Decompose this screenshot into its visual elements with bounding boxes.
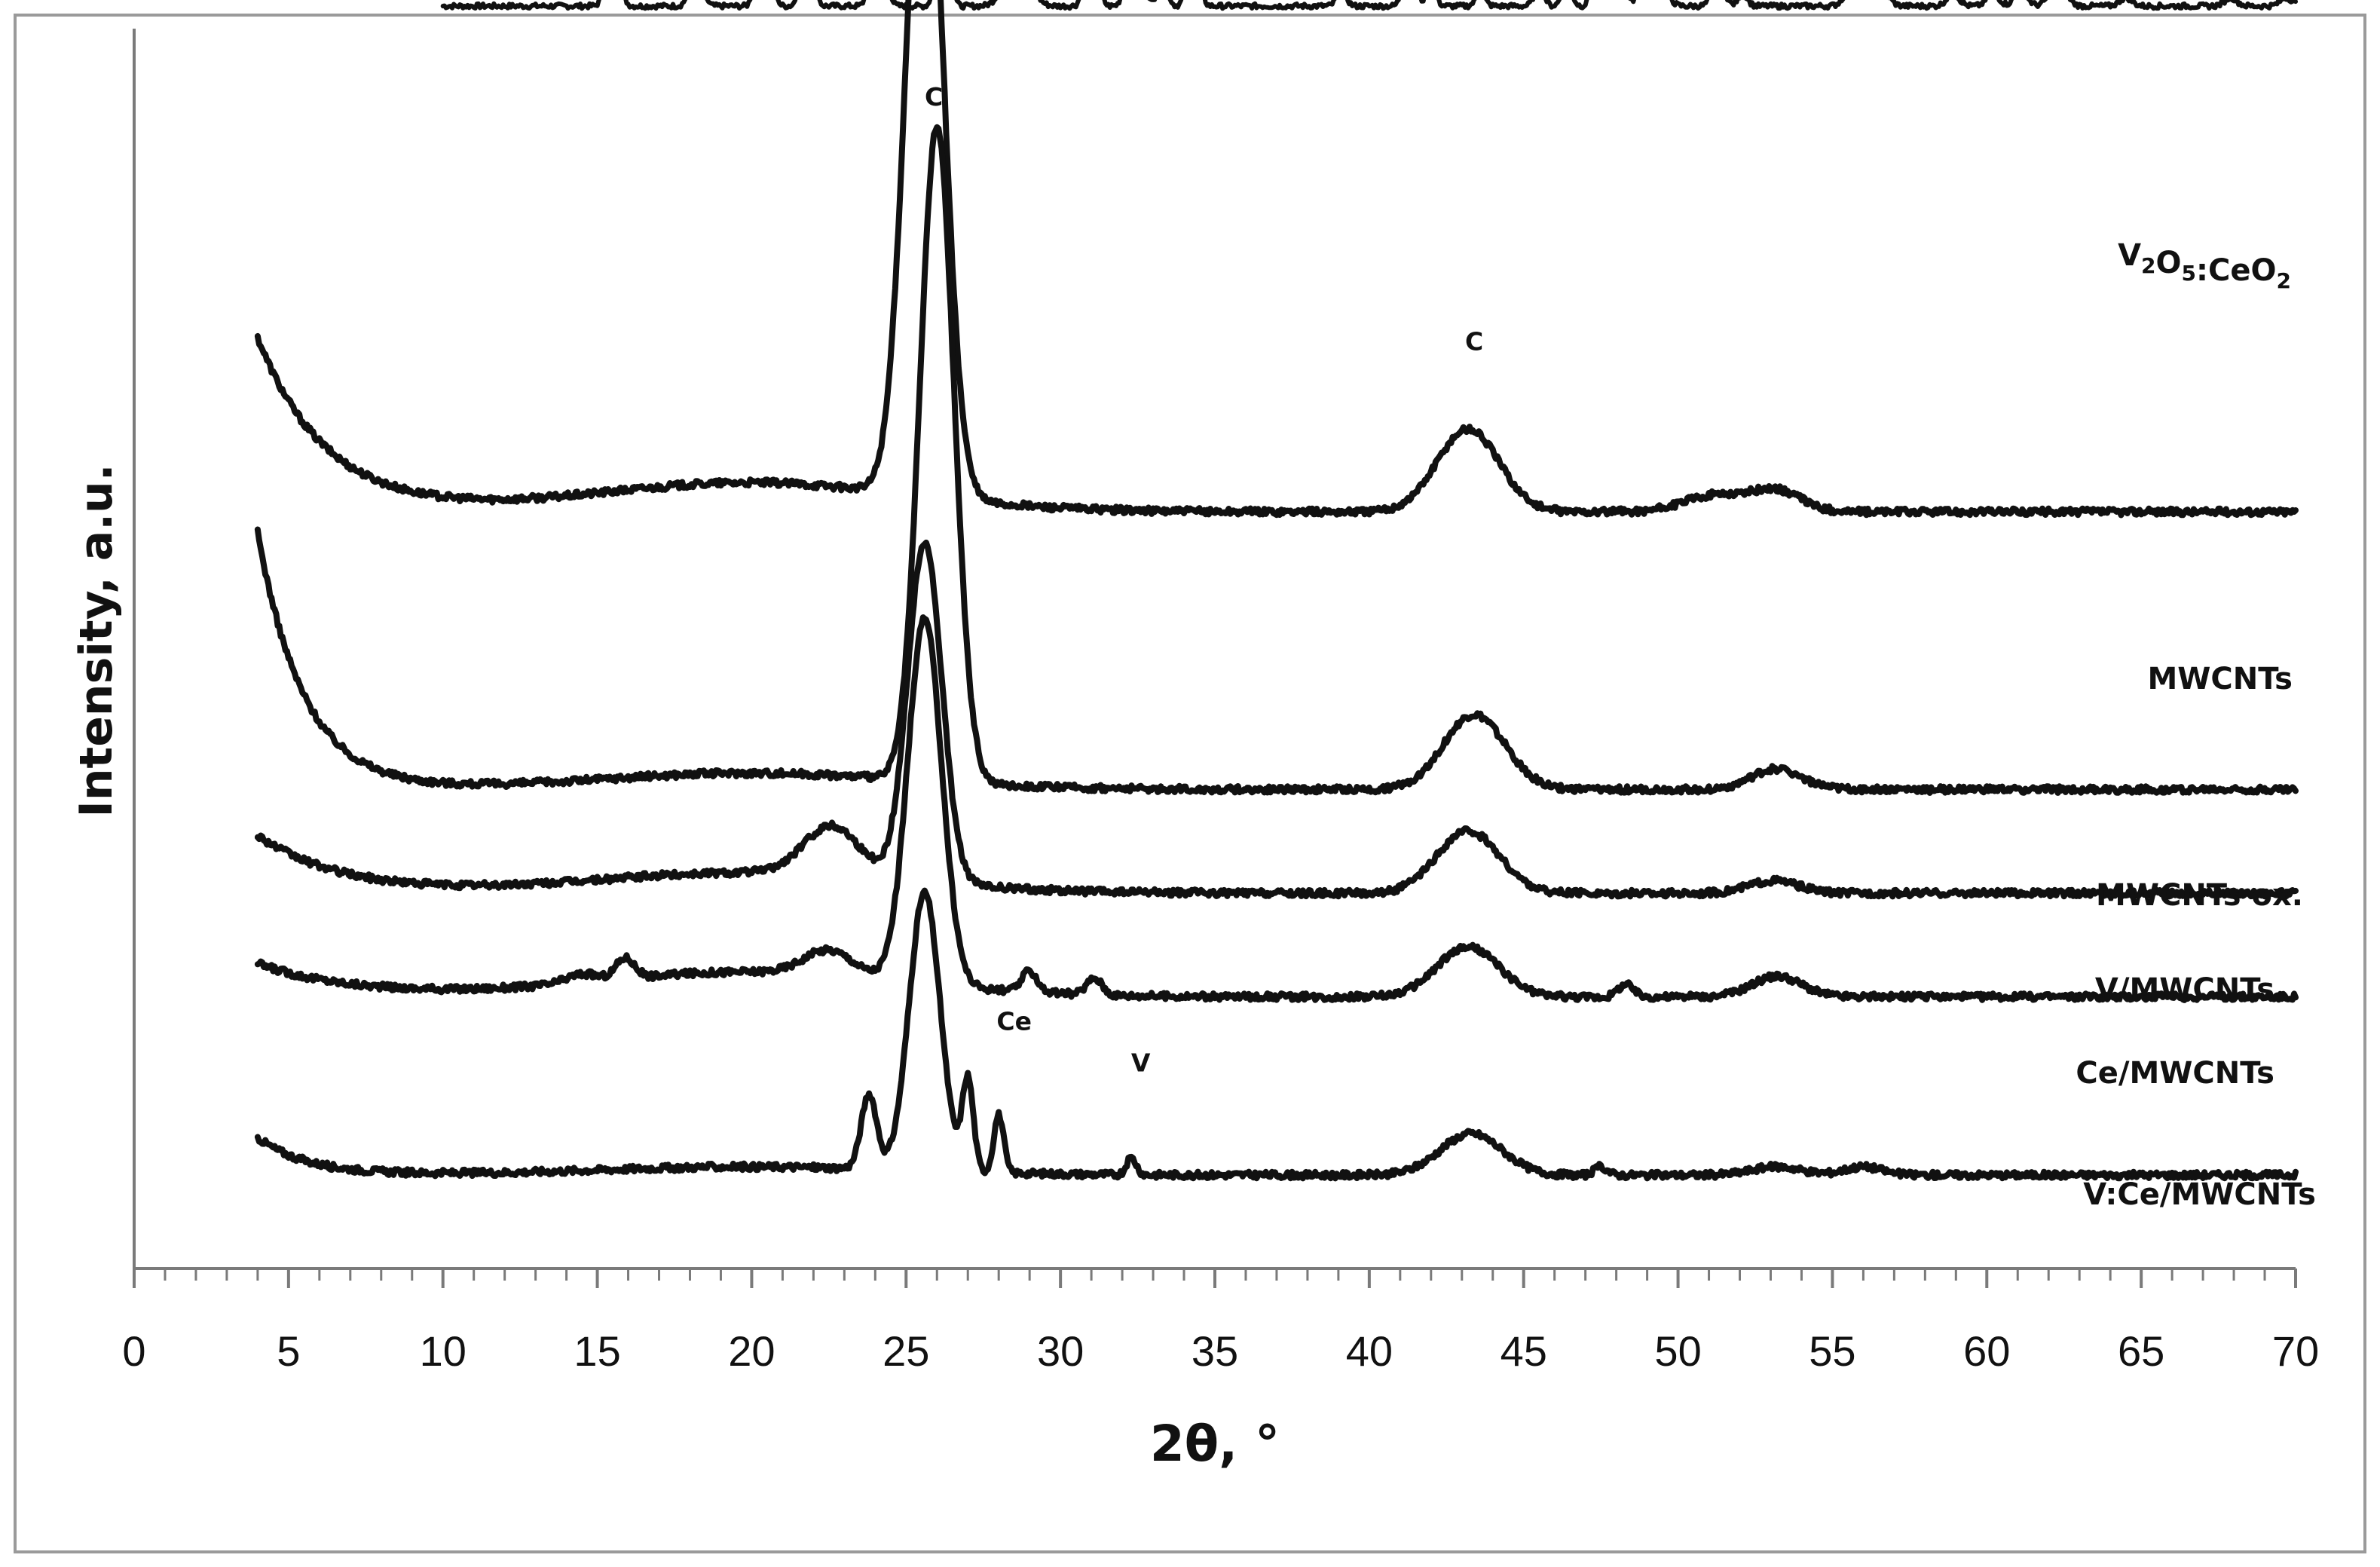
trace-mwcnts [254,0,2299,519]
peak-marker-label: V [1131,1048,1151,1078]
x-tick-label: 35 [1192,1327,1238,1375]
x-tick-label: 65 [2118,1327,2164,1375]
peak-marker-label: Ce [996,1007,1032,1036]
x-tick-label: 70 [2272,1327,2319,1375]
series-label: Ce/MWCNTs [2076,1056,2274,1091]
peak-marker-label: C [925,82,943,112]
x-axis-ticks [133,1269,2297,1288]
x-tick-label: 50 [1654,1327,1701,1375]
series-labels: V2O5:CeO2 MWCNTs MWCNTs ox. V/MWCNTs Ce/MWCN… [2076,238,2316,1212]
x-tick-label: 55 [1809,1327,1855,1375]
x-tick-label: 15 [574,1327,620,1375]
x-tick-label: 45 [1501,1327,1547,1375]
trace-mwcnts-ox- [254,124,2299,796]
x-tick-label: 10 [420,1327,467,1375]
x-tick-label: 5 [277,1327,300,1375]
x-tick-label: 0 [122,1327,145,1375]
series-label: MWCNTs [2147,662,2293,696]
diffraction-traces [254,0,2299,1182]
series-label: V2O5:CeO2 [2118,238,2291,293]
x-tick-label: 20 [728,1327,775,1375]
trace-v2o5-ceo2 [440,0,2298,11]
outer-border [14,14,2366,1553]
peak-annotations: V*VV*VCeVVCeVVVCeCeCCCeV [925,82,1483,1078]
x-tick-label: 25 [883,1327,929,1375]
y-axis-title: Intensity, a.u. [70,464,123,817]
trace-ce-mwcnts [254,614,2299,1003]
series-label: V/MWCNTs [2095,972,2274,1007]
x-tick-label: 60 [1963,1327,2010,1375]
x-axis-tick-labels: 0 5 10 15 20 25 30 35 40 45 50 55 60 65 70 [122,1327,2319,1375]
trace-v-mwcnts [254,539,2299,900]
x-tick-label: 30 [1037,1327,1084,1375]
x-tick-label: 40 [1346,1327,1393,1375]
series-label: MWCNTs ox. [2096,878,2303,913]
series-label: V:Ce/MWCNTs [2083,1177,2316,1212]
x-axis-title: 2θ, ° [1150,1415,1280,1473]
peak-marker-label: C [1465,327,1483,357]
trace-v-ce-mwcnts [254,887,2299,1182]
